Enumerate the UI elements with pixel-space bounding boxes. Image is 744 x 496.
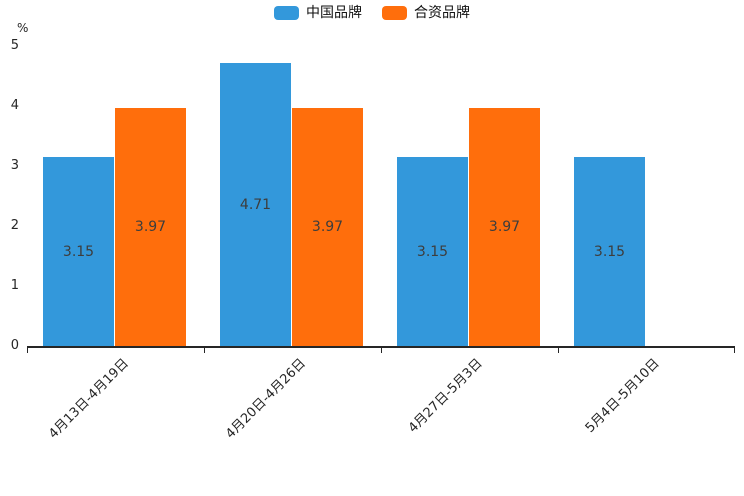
x-category-label: 5月4日-5月10日 <box>583 356 664 436</box>
bar-value-label: 3.15 <box>416 243 449 260</box>
bar-合资品牌-0: 3.97 <box>115 107 186 346</box>
bar-中国品牌-2: 3.15 <box>397 157 468 346</box>
chart-legend: 中国品牌 合资品牌 <box>0 6 744 20</box>
bar-中国品牌-0: 3.15 <box>43 157 114 346</box>
x-axis-tick <box>27 348 28 353</box>
x-category-label: 4月20日-4月26日 <box>223 356 310 442</box>
x-category-label: 4月13日-4月19日 <box>46 356 133 442</box>
bar-value-label: 3.97 <box>134 218 167 235</box>
legend-item-series-1: 合资品牌 <box>382 6 470 20</box>
legend-swatch <box>382 6 407 20</box>
x-axis-tick <box>380 348 382 353</box>
bar-value-label: 4.71 <box>239 196 272 213</box>
x-axis-line <box>27 346 735 348</box>
legend-label: 中国品牌 <box>306 5 362 21</box>
bar-合资品牌-2: 3.97 <box>469 107 540 346</box>
y-tick-label: 5 <box>10 38 19 53</box>
x-axis-tick <box>203 348 205 353</box>
bar-value-label: 3.15 <box>62 243 95 260</box>
bar-合资品牌-1: 3.97 <box>292 107 363 346</box>
x-category-label: 4月27日-5月3日 <box>406 356 487 436</box>
bar-value-label: 3.97 <box>488 218 521 235</box>
x-axis-tick <box>734 348 735 353</box>
y-tick-label: 1 <box>10 278 19 293</box>
bar-中国品牌-1: 4.71 <box>220 63 291 346</box>
legend-label: 合资品牌 <box>414 5 470 21</box>
plot-area: 0 1 2 3 4 5 3.15 4.71 3.15 3.15 3.97 3.97 3.97 4月13日-… <box>11 38 735 442</box>
legend-item-series-0: 中国品牌 <box>274 6 362 20</box>
legend-swatch <box>274 6 299 20</box>
y-tick-label: 4 <box>10 98 19 113</box>
x-axis-tick <box>557 348 559 353</box>
y-tick-label: 3 <box>10 158 19 173</box>
bar-value-label: 3.15 <box>593 243 626 260</box>
y-axis-unit-label: % <box>17 21 29 35</box>
y-tick-label: 0 <box>10 338 19 353</box>
bar-value-label: 3.97 <box>311 218 344 235</box>
bar-中国品牌-3: 3.15 <box>574 157 645 346</box>
y-tick-label: 2 <box>10 218 19 233</box>
